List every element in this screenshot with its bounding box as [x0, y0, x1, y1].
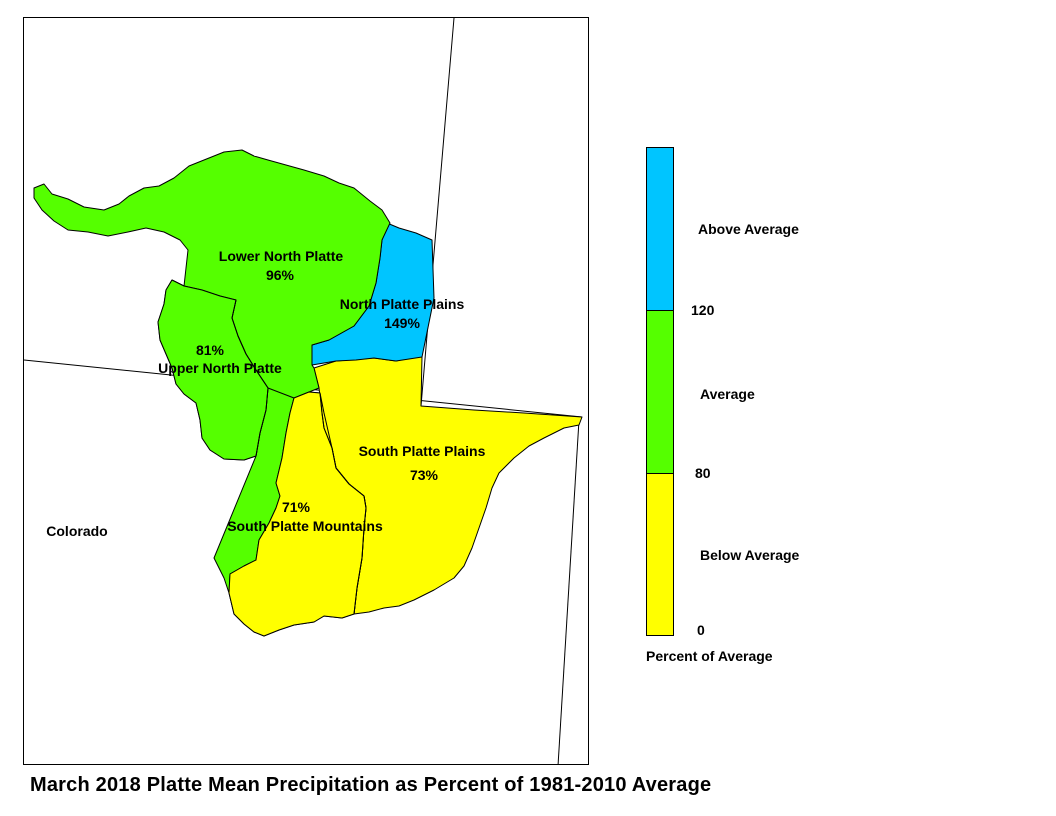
region-label-north-platte-plains-name: North Platte Plains: [340, 296, 465, 312]
state-label-colorado: Colorado: [46, 523, 107, 539]
region-label-south-platte-plains-name: South Platte Plains: [359, 443, 486, 459]
map-canvas: Lower North Platte 96% North Platte Plai…: [24, 18, 583, 764]
legend-swatch-average: [646, 310, 674, 474]
region-label-south-platte-mountains-value: 71%: [282, 499, 311, 515]
region-label-south-platte-plains-value: 73%: [410, 467, 439, 483]
legend-break-120: 120: [691, 302, 715, 318]
region-label-lower-north-platte-value: 96%: [266, 267, 295, 283]
map-frame: Lower North Platte 96% North Platte Plai…: [23, 17, 589, 765]
legend-label-below-average: Below Average: [700, 547, 800, 563]
region-label-upper-north-platte-value: 81%: [196, 342, 225, 358]
state-boundary-wy-ne: [420, 18, 455, 407]
region-label-lower-north-platte-name: Lower North Platte: [219, 248, 344, 264]
legend-swatch-above-average: [646, 147, 674, 311]
legend-break-0: 0: [697, 622, 705, 638]
map-title: March 2018 Platte Mean Precipitation as …: [30, 774, 712, 796]
legend-break-80: 80: [695, 465, 711, 481]
legend-label-above-average: Above Average: [698, 221, 799, 237]
region-label-north-platte-plains-value: 149%: [384, 315, 420, 331]
region-label-upper-north-platte-name: Upper North Platte: [158, 360, 282, 376]
state-boundary-co-ne: [557, 419, 580, 764]
divide-south-platte-basins: [319, 392, 367, 615]
legend-swatch-below-average: [646, 473, 674, 636]
legend-title: Percent of Average: [646, 648, 773, 664]
region-label-south-platte-mountains-name: South Platte Mountains: [227, 518, 383, 534]
divide-upper-lower-north-platte: [231, 299, 269, 457]
legend-label-average: Average: [700, 386, 755, 402]
